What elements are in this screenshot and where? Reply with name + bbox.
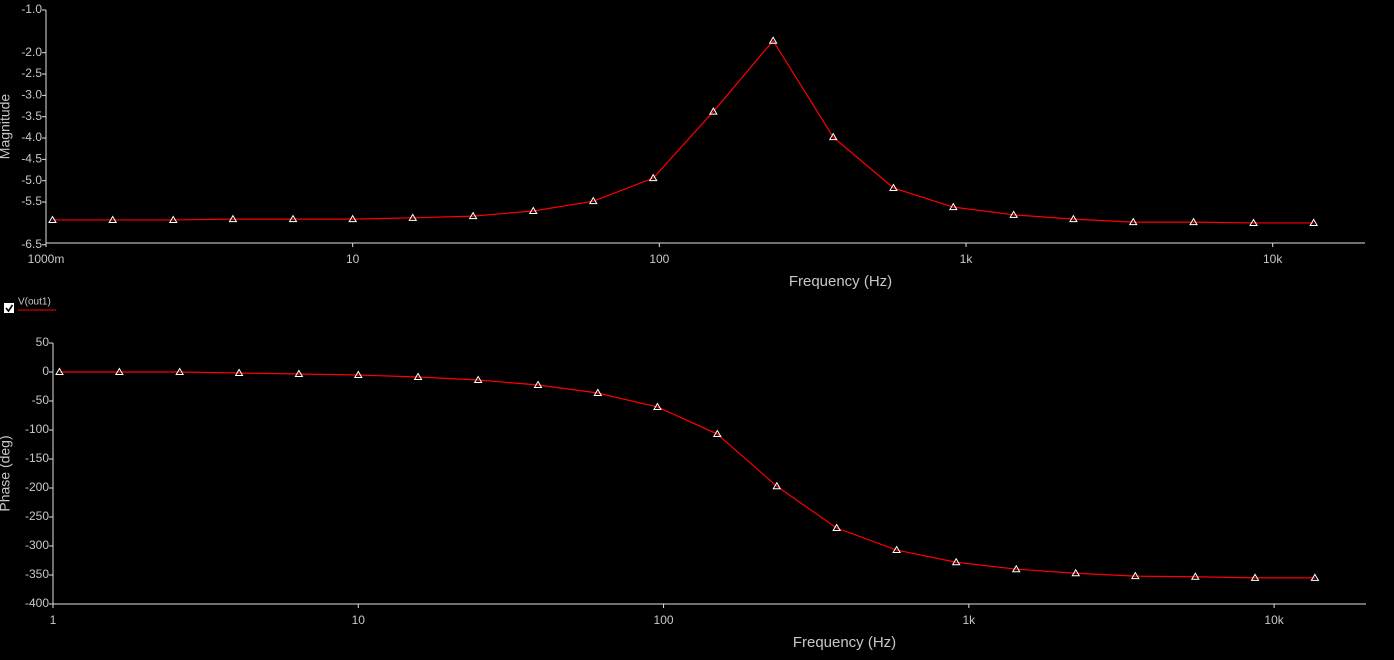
y-tick-label: -4.5 <box>21 152 42 166</box>
y-tick-label: -3.5 <box>21 109 42 123</box>
data-marker <box>168 215 178 223</box>
x-tick-label: 1 <box>50 613 57 627</box>
y-tick-label: -200 <box>25 480 49 494</box>
data-marker <box>528 206 538 214</box>
data-marker <box>1128 217 1138 226</box>
x-tick-label: 1k <box>960 252 974 266</box>
x-tick-label: 10k <box>1263 252 1283 266</box>
data-marker <box>593 388 603 396</box>
data-marker <box>413 372 423 380</box>
data-marker <box>234 368 244 376</box>
data-marker <box>1189 217 1198 226</box>
data-marker <box>288 214 298 223</box>
y-axis-label: Magnitude <box>0 94 13 160</box>
data-marker <box>712 429 722 438</box>
series-line <box>59 371 1315 579</box>
data-marker <box>1071 568 1081 577</box>
y-tick-label: -300 <box>25 538 49 552</box>
data-marker <box>1009 210 1019 218</box>
data-marker <box>832 523 842 532</box>
x-axis-label: Frequency (Hz) <box>789 273 892 290</box>
data-marker <box>889 183 898 191</box>
series-line <box>52 39 1314 224</box>
data-marker <box>948 202 958 211</box>
y-tick-label: -2.5 <box>21 66 42 80</box>
data-marker <box>1250 573 1260 581</box>
data-marker <box>1011 564 1021 573</box>
data-marker <box>892 545 901 554</box>
data-marker <box>1309 218 1319 226</box>
y-tick-label: -400 <box>25 596 49 610</box>
data-marker <box>1249 218 1258 226</box>
y-tick-label: -100 <box>25 422 49 436</box>
data-marker <box>468 211 478 220</box>
y-tick-label: -50 <box>32 393 50 407</box>
data-marker <box>353 370 363 379</box>
x-axis-label: Frequency (Hz) <box>793 634 896 651</box>
x-tick-label: 10 <box>352 613 366 627</box>
y-tick-label: -250 <box>25 509 49 523</box>
data-marker <box>828 132 838 141</box>
y-tick-label: 0 <box>42 364 49 378</box>
y-tick-label: -3.0 <box>21 88 42 102</box>
data-marker <box>1310 573 1320 581</box>
data-marker <box>48 215 57 223</box>
legend-checkbox[interactable] <box>4 303 14 313</box>
data-marker <box>533 380 543 388</box>
y-tick-label: -1.0 <box>21 2 42 16</box>
x-tick-label: 1000m <box>28 252 65 266</box>
y-tick-label: -5.0 <box>21 173 42 187</box>
y-tick-label: -2.0 <box>21 45 42 59</box>
y-tick-label: -4.0 <box>21 130 42 144</box>
y-tick-label: -6.5 <box>21 237 42 251</box>
x-tick-label: 1k <box>962 613 976 627</box>
data-marker <box>175 367 185 375</box>
legend-label[interactable]: V(out1) <box>18 297 51 308</box>
data-marker <box>1130 571 1140 580</box>
data-marker <box>408 213 418 221</box>
y-tick-label: -150 <box>25 451 49 465</box>
x-tick-label: 100 <box>649 252 669 266</box>
data-marker <box>648 173 658 182</box>
data-marker <box>294 369 304 377</box>
y-tick-label: -5.5 <box>21 194 42 208</box>
data-marker <box>951 557 961 566</box>
y-tick-label: -350 <box>25 567 49 581</box>
data-marker <box>108 215 118 223</box>
data-marker <box>473 375 483 384</box>
x-tick-label: 10k <box>1264 613 1284 627</box>
data-marker <box>772 481 782 490</box>
data-marker <box>588 196 598 205</box>
data-marker <box>55 367 64 375</box>
x-tick-label: 10 <box>346 252 360 266</box>
data-marker <box>348 214 358 223</box>
data-marker <box>768 36 778 44</box>
y-tick-label: 50 <box>36 335 50 349</box>
data-marker <box>1069 214 1078 223</box>
x-tick-label: 100 <box>654 613 674 627</box>
data-marker <box>228 214 238 223</box>
checkmark <box>5 304 14 313</box>
data-marker <box>115 367 124 375</box>
y-axis-label: Phase (deg) <box>0 435 13 511</box>
data-marker <box>1190 572 1200 580</box>
data-marker <box>708 107 718 115</box>
data-marker <box>653 402 662 410</box>
